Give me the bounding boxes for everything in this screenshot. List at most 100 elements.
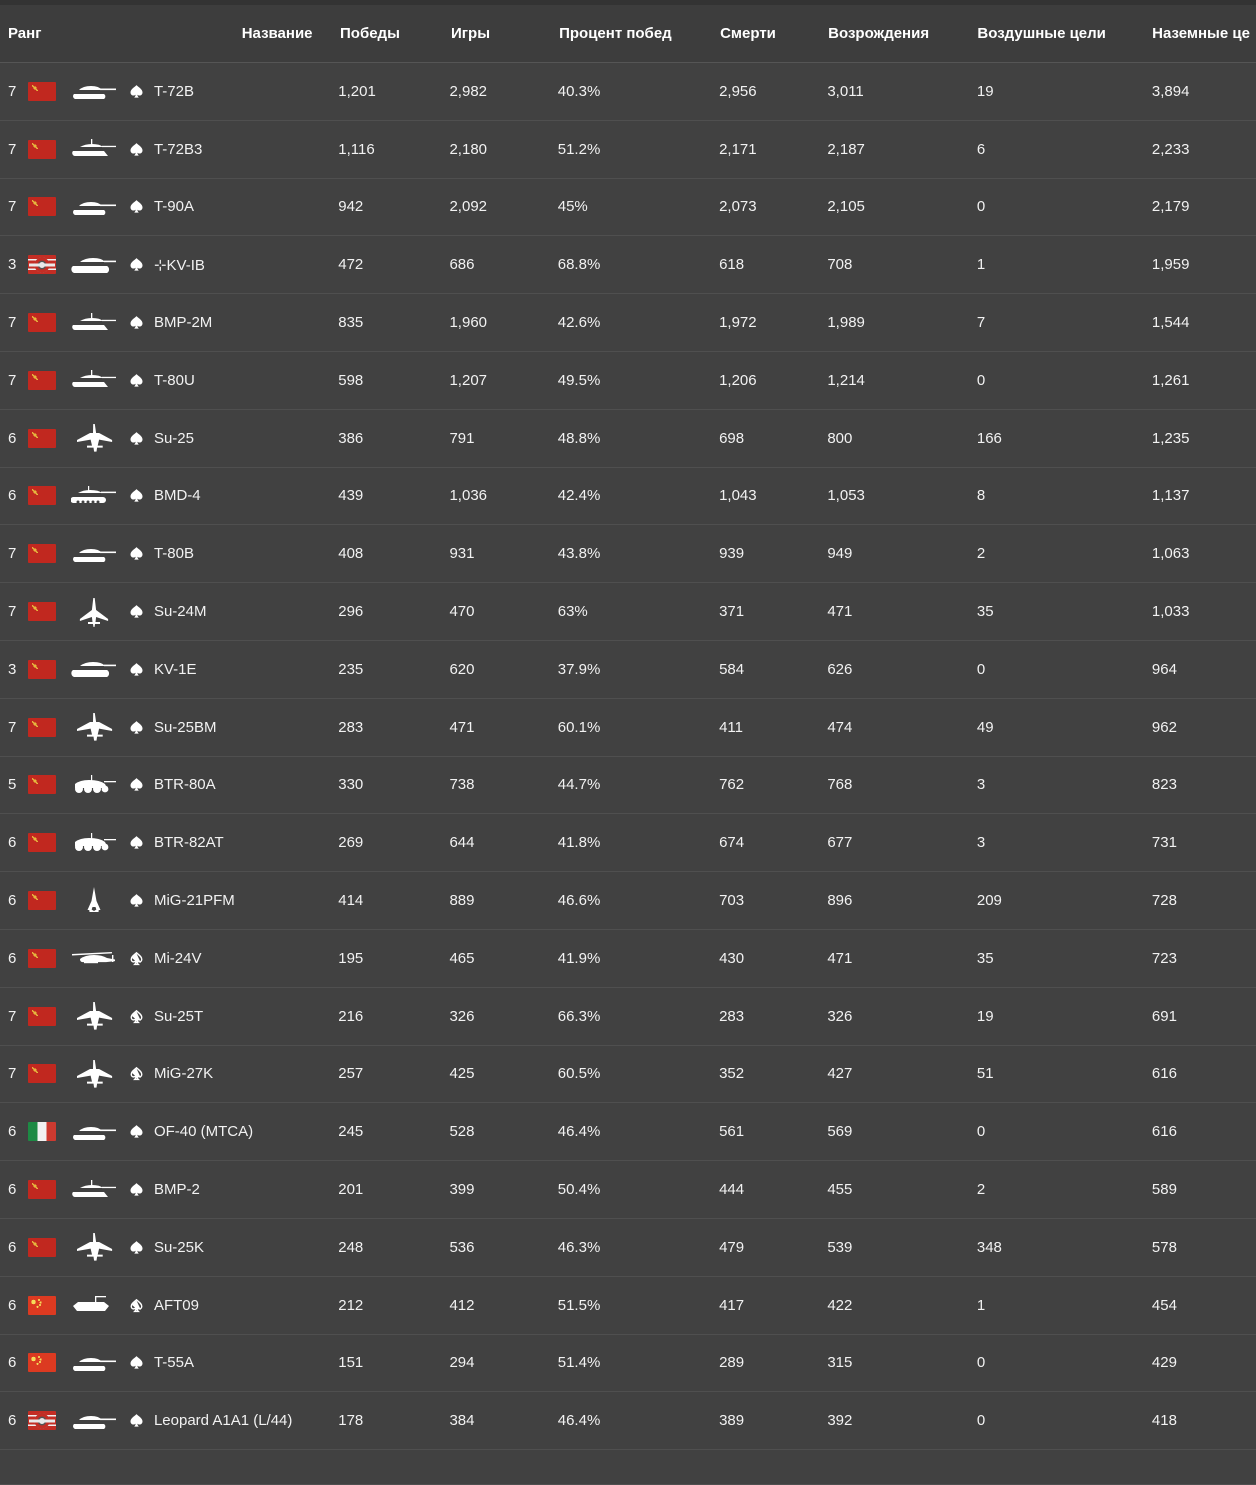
column-header-deaths[interactable]: Смерти	[720, 25, 776, 42]
cell-respawns: 626	[827, 660, 853, 678]
cell-winrate: 42.4%	[557, 487, 601, 505]
cell-respawns: 677	[827, 834, 853, 852]
table-row[interactable]: 7 T-90A 942 2,092 45% 2,073 2,105 0 2,179	[0, 178, 1256, 237]
cell-deaths: 444	[719, 1181, 745, 1199]
country-flag-ussr-icon	[28, 1180, 56, 1200]
cell-games: 399	[449, 1181, 475, 1199]
column-header-name[interactable]: Название	[241, 25, 313, 42]
column-header-games[interactable]: Игры	[451, 25, 491, 42]
table-row[interactable]: 7 T-72B3 1,116 2,180 51.2% 2,171 2,187 6 2,233	[0, 120, 1256, 179]
table-row[interactable]: 7 Su-25BM 283 471 60.1% 411 474 49 962	[0, 698, 1256, 757]
cell-games: 2,092	[449, 198, 488, 216]
table-row[interactable]: 3 KV-1E 235 620 37.9% 584 626 0 964	[0, 640, 1256, 699]
table-row[interactable]: 6 Su-25K 248 536 46.3% 479 539 348 578	[0, 1218, 1256, 1277]
country-flag-ussr-icon	[28, 717, 56, 737]
cell-respawns: 455	[827, 1181, 853, 1199]
cell-winrate: 45%	[557, 198, 588, 216]
table-row[interactable]: 6 Leopard A1A1 (L/44) 178 384 46.4% 389 392 0 41…	[0, 1392, 1256, 1451]
column-header-air-targets[interactable]: Воздушные цели	[977, 25, 1106, 42]
table-row[interactable]: 6 Mi-24V 195 465 41.9% 430 471 35 723	[0, 929, 1256, 988]
cell-winrate: 51.5%	[557, 1296, 601, 1314]
vehicle-name: T-55A	[154, 1354, 194, 1371]
cell-winrate: 46.3%	[557, 1238, 601, 1256]
cell-air-targets: 2	[976, 545, 986, 563]
cell-name: Su-25BM	[120, 719, 324, 736]
column-header-wins[interactable]: Победы	[340, 25, 400, 42]
cell-air-targets: 348	[976, 1238, 1002, 1256]
vehicle-name: BTR-82AT	[154, 834, 224, 851]
vehicle-name-text: T-72B3	[153, 140, 203, 158]
cell-deaths: 283	[719, 1007, 745, 1025]
table-row[interactable]: 6 MiG-21PFM 414 889 46.6% 703 896 209 728	[0, 872, 1256, 930]
country-flag-ussr-icon	[28, 139, 56, 159]
column-header-ground-targets[interactable]: Наземные це	[1152, 25, 1250, 42]
cell-rank: 6	[0, 1350, 120, 1376]
cell-air-targets: 0	[976, 660, 986, 678]
table-row[interactable]: 6 BTR-82AT 269 644 41.8% 674 677 3 731	[0, 814, 1256, 873]
atgm-icon	[70, 1292, 118, 1318]
cell-rank: 7	[0, 136, 120, 162]
table-row[interactable]: 7 T-80B 408 931 43.8% 939 949 2 1,063	[0, 525, 1256, 584]
column-header-respawns[interactable]: Возрождения	[828, 25, 930, 42]
cell-games: 738	[449, 776, 475, 794]
rank-value: 6	[8, 1354, 17, 1372]
column-header-winrate[interactable]: Процент побед	[559, 25, 672, 42]
table-row[interactable]: 6 Su-25 386 791 48.8% 698 800 166 1,235	[0, 409, 1256, 468]
rank-value: 6	[8, 834, 17, 852]
cell-rank: 7	[0, 194, 120, 220]
cell-wins: 212	[338, 1296, 364, 1314]
cell-ground-targets: 616	[1151, 1065, 1177, 1083]
vehicle-name: Su-25K	[154, 1239, 204, 1256]
table-row[interactable]: 7 T-72B 1,201 2,982 40.3% 2,956 3,011 19 3,894	[0, 63, 1256, 121]
cell-deaths: 1,972	[719, 314, 757, 332]
cell-winrate: 63%	[557, 603, 588, 621]
cell-wins: 178	[338, 1412, 364, 1430]
cell-name: BMP-2M	[120, 314, 324, 331]
table-row[interactable]: 7 BMP-2M 835 1,960 42.6% 1,972 1,989 7 1,544	[0, 294, 1256, 352]
table-row[interactable]: 6 BMD-4 439 1,036 42.4% 1,043 1,053 8 1,137	[0, 467, 1256, 526]
vehicle-name-text: Leopard A1A1 (L/44)	[153, 1412, 293, 1430]
rank-value: 6	[8, 949, 17, 967]
column-header-rank[interactable]: Ранг	[8, 25, 42, 42]
table-row[interactable]: 3 ⊹KV-IB 472 686 68.8% 618 708 1 1,959	[0, 236, 1256, 295]
country-flag-ussr-icon	[28, 1064, 56, 1084]
cell-deaths: 584	[719, 660, 745, 678]
table-row[interactable]: 6 AFT09 212 412 51.5% 417 422 1 454	[0, 1276, 1256, 1335]
vehicle-name-text: T-80U	[153, 371, 195, 389]
cell-respawns: 1,989	[827, 314, 865, 332]
table-row[interactable]: 7 MiG-27K 257 425 60.5% 352 427 51 616	[0, 1045, 1256, 1104]
cell-name: BMP-2	[120, 1181, 324, 1198]
cell-deaths: 352	[719, 1065, 745, 1083]
table-header-row: Ранг Название Победы Игры Процент побед …	[0, 5, 1256, 63]
heli-icon	[70, 945, 118, 971]
table-row[interactable]: 5 BTR-80A 330 738 44.7% 762 768 3 823	[0, 756, 1256, 815]
cell-rank: 6	[0, 830, 120, 856]
vehicle-name-text: Su-25	[153, 429, 194, 447]
country-flag-ussr-icon	[28, 1006, 56, 1026]
cell-respawns: 315	[827, 1354, 853, 1372]
table-row[interactable]: 7 T-80U 598 1,207 49.5% 1,206 1,214 0 1,261	[0, 351, 1256, 410]
table-row[interactable]: 7 Su-25T 216 326 66.3% 283 326 19 691	[0, 987, 1256, 1046]
cell-wins: 296	[338, 603, 364, 621]
rank-value: 7	[8, 314, 17, 332]
cell-respawns: 1,214	[827, 371, 865, 389]
cell-ground-targets: 1,544	[1151, 314, 1190, 332]
country-flag-ussr-icon	[28, 370, 56, 390]
cell-name: MiG-27K	[120, 1065, 324, 1082]
cell-games: 326	[449, 1007, 475, 1025]
table-row[interactable]: 6 T-55A 151 294 51.4% 289 315 0 429	[0, 1334, 1256, 1393]
table-row-partial[interactable]	[0, 1450, 1256, 1485]
table-row[interactable]: 6 OF-40 (MTCA) 245 528 46.4% 561 569 0 616	[0, 1103, 1256, 1162]
vehicle-name-text: Su-25T	[153, 1007, 204, 1025]
cell-air-targets: 8	[976, 487, 986, 505]
cell-winrate: 49.5%	[557, 371, 601, 389]
cell-wins: 408	[338, 545, 364, 563]
cell-name: MiG-21PFM	[120, 892, 324, 909]
rank-value: 7	[8, 82, 17, 100]
table-row[interactable]: 7 Su-24M 296 470 63% 371 471 35 1,033	[0, 583, 1256, 641]
cell-deaths: 939	[719, 545, 745, 563]
tank-icon	[70, 194, 118, 220]
cell-wins: 835	[338, 314, 364, 332]
table-row[interactable]: 6 BMP-2 201 399 50.4% 444 455 2 589	[0, 1161, 1256, 1219]
cell-rank: 7	[0, 597, 120, 627]
